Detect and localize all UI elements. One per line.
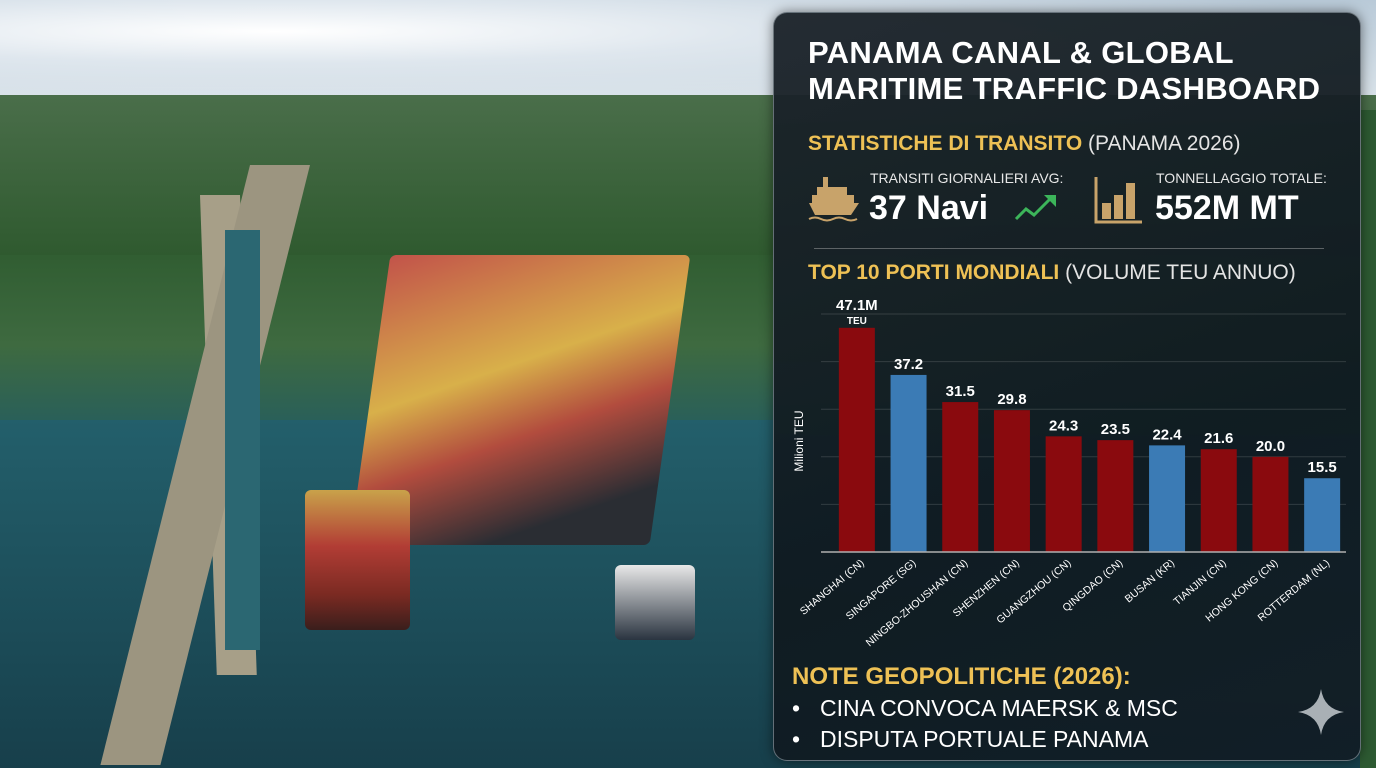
bar <box>1097 440 1134 552</box>
data-label-unit: TEU <box>847 316 867 327</box>
x-tick-label: BUSAN (KR) <box>1123 557 1177 605</box>
tonnage-value: 552M MT <box>1155 189 1299 227</box>
y-axis-label: Milioni TEU <box>792 410 806 471</box>
data-label: 37.2 <box>894 356 923 373</box>
title-line-2: MARITIME TRAFFIC DASHBOARD <box>808 71 1321 106</box>
bar <box>1200 449 1237 552</box>
note-text: CINA CONVOCA MAERSK & MSC <box>820 695 1178 721</box>
bar <box>942 402 979 552</box>
note-item: • DISPUTA PORTUALE PANAMA <box>792 726 1149 752</box>
data-label: 22.4 <box>1152 426 1182 443</box>
bar <box>838 327 875 552</box>
bar <box>1045 436 1082 552</box>
dashboard-title: PANAMA CANAL & GLOBAL MARITIME TRAFFIC D… <box>808 35 1320 107</box>
lock-chamber <box>225 230 260 650</box>
chart-subtitle: (VOLUME TEU ANNUO) <box>1065 261 1296 284</box>
data-label: 21.6 <box>1204 430 1233 447</box>
transit-heading-main: STATISTICHE DI TRANSITO <box>808 132 1083 155</box>
bar <box>1304 478 1341 552</box>
bar <box>1149 445 1186 552</box>
data-label: 47.1M <box>836 297 878 314</box>
x-tick-label: NINGBO-ZHOUSHAN (CN) <box>864 557 970 649</box>
ports-heading: TOP 10 PORTI MONDIALI (VOLUME TEU ANNUO) <box>808 261 1296 285</box>
data-label: 15.5 <box>1308 459 1337 476</box>
daily-transits-label: TRANSITI GIORNALIERI AVG: <box>870 170 1064 186</box>
bar-chart-icon <box>1094 177 1142 224</box>
sparkle-icon <box>1298 689 1344 735</box>
data-label: 24.3 <box>1049 417 1078 434</box>
transit-heading: STATISTICHE DI TRANSITO (PANAMA 2026) <box>808 132 1241 156</box>
ship-icon <box>808 177 859 222</box>
trend-up-icon <box>1014 195 1056 221</box>
divider <box>814 248 1324 249</box>
data-label: 31.5 <box>946 383 975 400</box>
note-text: DISPUTA PORTUALE PANAMA <box>820 726 1149 752</box>
note-item: • CINA CONVOCA MAERSK & MSC <box>792 695 1178 721</box>
bar <box>890 374 927 552</box>
bar <box>1252 456 1289 552</box>
container-ship-small <box>305 490 410 630</box>
daily-transits-value: 37 Navi <box>869 189 989 227</box>
title-line-1: PANAMA CANAL & GLOBAL <box>808 35 1234 70</box>
tonnage-label: TONNELLAGGIO TOTALE: <box>1156 170 1327 186</box>
tugboat <box>615 565 695 640</box>
bar <box>993 410 1030 552</box>
data-label: 20.0 <box>1256 438 1285 455</box>
dashboard-panel: PANAMA CANAL & GLOBAL MARITIME TRAFFIC D… <box>773 12 1361 761</box>
forest-edge <box>1360 110 1376 768</box>
transit-heading-sub: (PANAMA 2026) <box>1088 132 1241 155</box>
notes-heading: NOTE GEOPOLITICHE (2026): <box>792 663 1131 690</box>
data-label: 29.8 <box>997 391 1026 408</box>
chart-title: TOP 10 PORTI MONDIALI <box>808 261 1060 284</box>
data-label: 23.5 <box>1101 421 1130 438</box>
